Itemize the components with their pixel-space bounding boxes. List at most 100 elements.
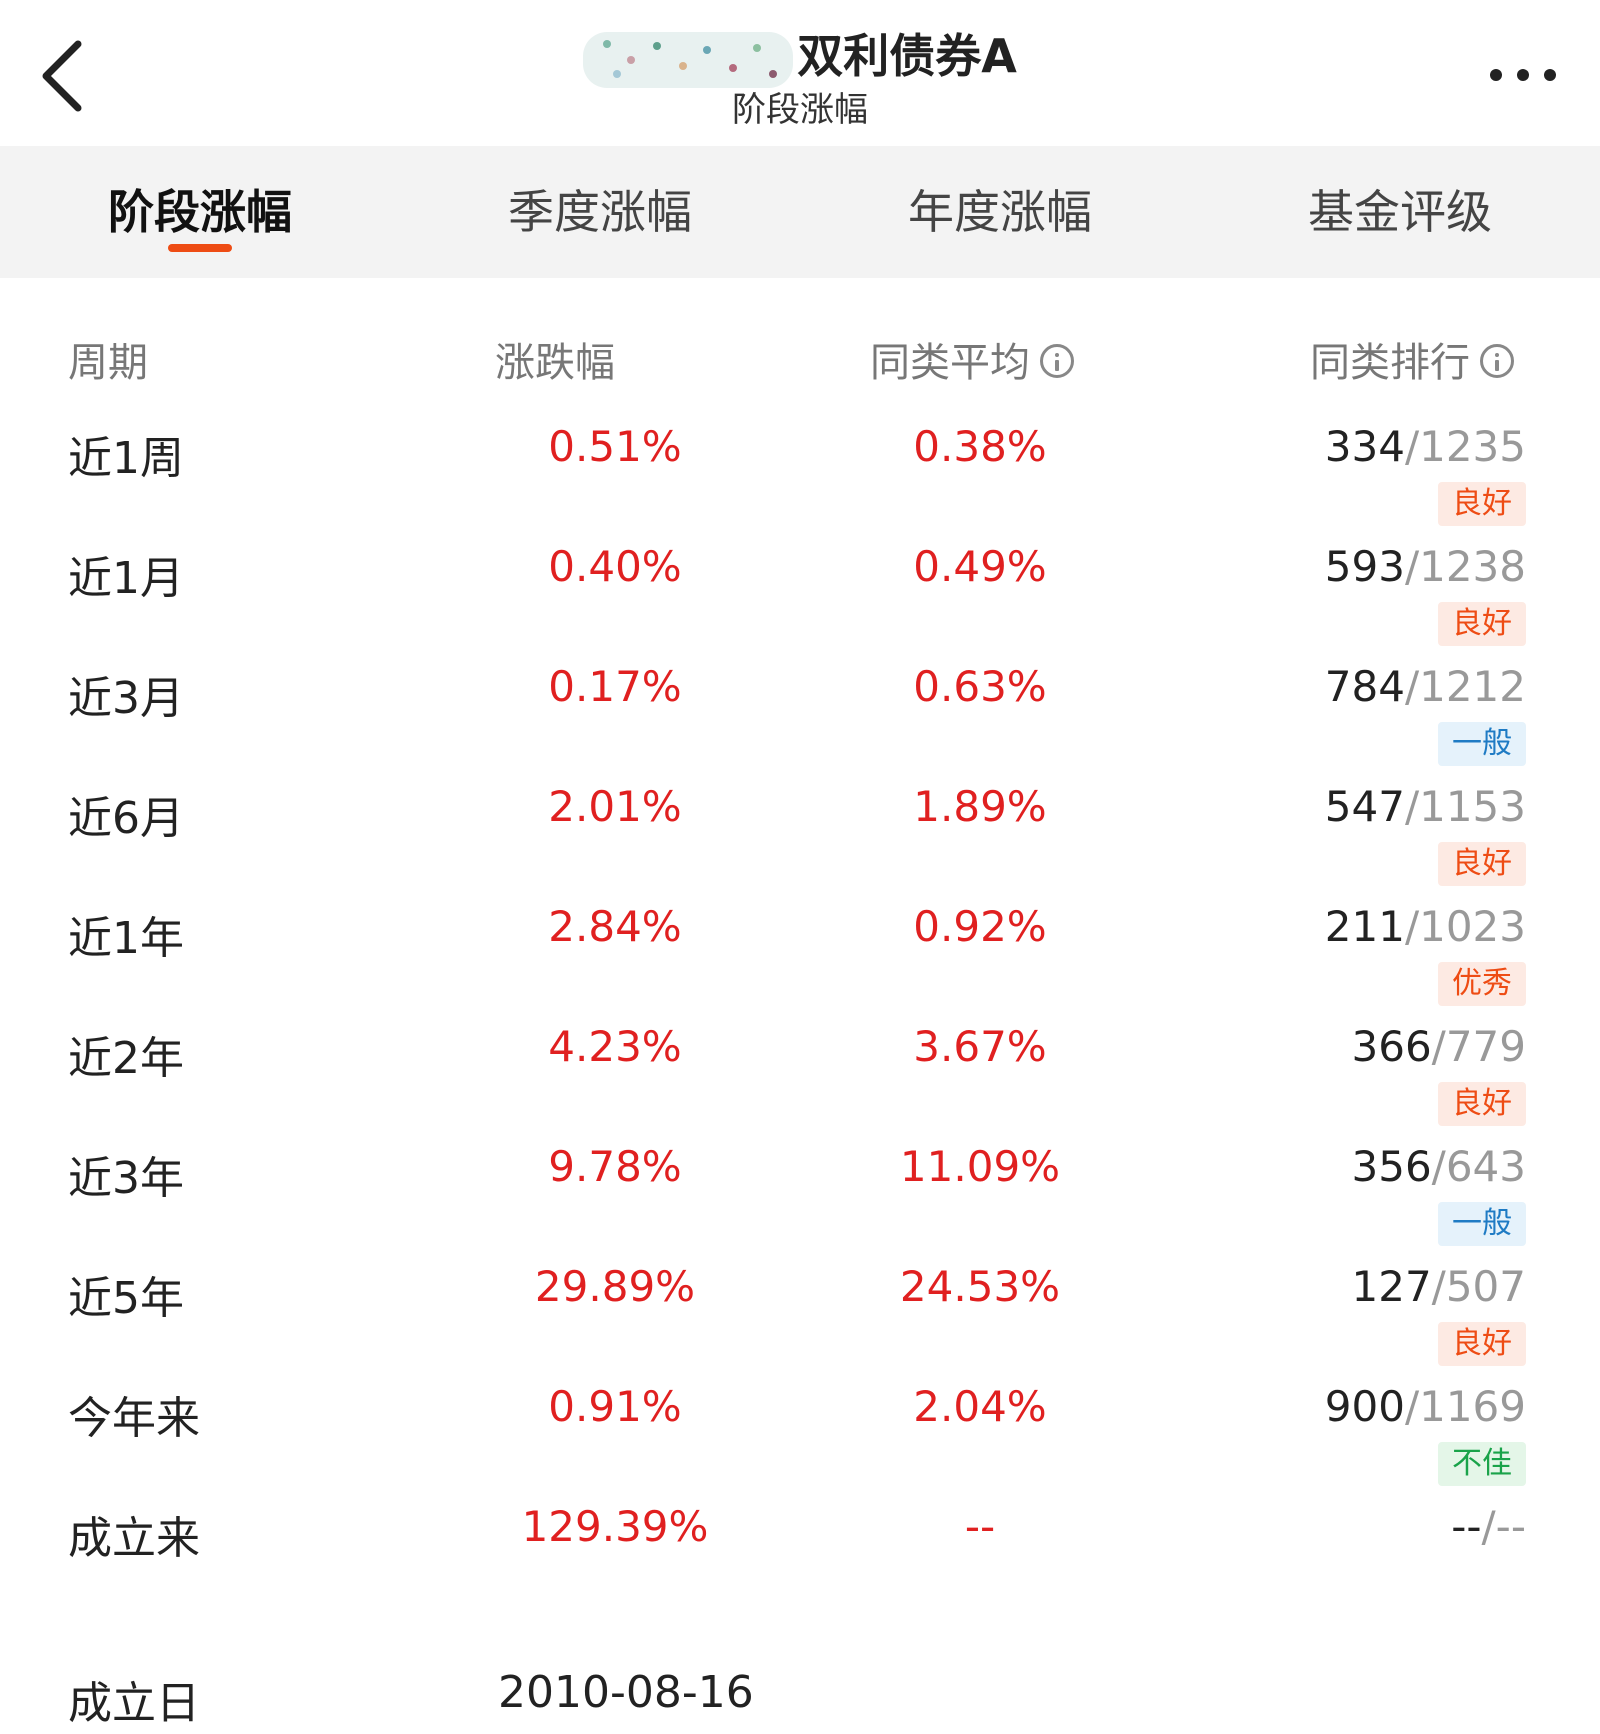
rating-badge: 良好 xyxy=(1438,842,1526,886)
rank-value: 366 xyxy=(1351,1022,1432,1071)
row-period: 今年来 xyxy=(68,1393,200,1444)
row-period: 近5年 xyxy=(68,1273,184,1324)
table-row: 近2年 4.23% 3.67% 366/779 良好 xyxy=(0,1010,1600,1130)
row-change: 0.91% xyxy=(548,1382,682,1431)
rank-value: 211 xyxy=(1324,902,1405,951)
rank-value: 127 xyxy=(1351,1262,1432,1311)
table-row: 近1年 2.84% 0.92% 211/1023 优秀 xyxy=(0,890,1600,1010)
row-rank: 356/643 xyxy=(1352,1142,1527,1191)
row-avg: 2.04% xyxy=(913,1382,1047,1431)
row-rank: 593/1238 xyxy=(1325,542,1526,591)
info-icon[interactable] xyxy=(1040,344,1074,378)
tab-label: 基金评级 xyxy=(1308,185,1492,239)
active-tab-indicator xyxy=(168,244,232,252)
rating-badge: 良好 xyxy=(1438,482,1526,526)
row-rank: 784/1212 xyxy=(1325,662,1526,711)
tab-label: 季度涨幅 xyxy=(508,185,692,239)
rank-total: /779 xyxy=(1431,1022,1526,1071)
row-rank: --/-- xyxy=(1451,1502,1526,1551)
row-rank: 366/779 xyxy=(1352,1022,1527,1071)
table-body: 近1周 0.51% 0.38% 334/1235 良好 近1月 0.40% 0.49% 593/… xyxy=(0,410,1600,1590)
app-header: 双利债券A 阶段涨幅 xyxy=(0,0,1600,146)
rank-value: 900 xyxy=(1324,1382,1405,1431)
fund-title-text: 双利债券A xyxy=(797,29,1017,83)
header-rank[interactable]: 同类排行 xyxy=(1310,330,1514,388)
row-avg: 1.89% xyxy=(913,782,1047,831)
row-avg: 3.67% xyxy=(913,1022,1047,1071)
header-change: 涨跌幅 xyxy=(495,340,615,386)
row-change: 29.89% xyxy=(534,1262,696,1311)
row-period: 近6月 xyxy=(68,793,184,844)
row-change: 2.84% xyxy=(548,902,682,951)
tab-annual-change[interactable]: 年度涨幅 xyxy=(800,146,1200,278)
founded-row: 成立日 2010-08-16 xyxy=(0,1655,1600,1729)
row-change: 0.17% xyxy=(548,662,682,711)
rating-badge: 不佳 xyxy=(1438,1442,1526,1486)
row-change: 129.39% xyxy=(521,1502,709,1551)
row-change: 0.40% xyxy=(548,542,682,591)
rank-value: 593 xyxy=(1324,542,1405,591)
performance-table: 周期 涨跌幅 同类平均 同类排行 近1周 0.51% 0.38% 334/1235 良好… xyxy=(0,300,1600,1590)
rank-total: /1212 xyxy=(1404,662,1526,711)
rank-total: /1169 xyxy=(1404,1382,1526,1431)
row-period: 近1月 xyxy=(68,553,184,604)
rank-value: 334 xyxy=(1324,422,1405,471)
founded-label: 成立日 xyxy=(68,1678,200,1729)
fund-title: 双利债券A xyxy=(583,24,1017,88)
tab-label: 阶段涨幅 xyxy=(108,185,292,239)
more-dots-icon[interactable] xyxy=(1488,60,1558,90)
tab-label: 年度涨幅 xyxy=(908,185,1092,239)
back-chevron-icon[interactable] xyxy=(34,36,94,116)
rank-value: -- xyxy=(1451,1502,1482,1551)
title-area: 双利债券A 阶段涨幅 xyxy=(0,24,1600,132)
table-row: 近6月 2.01% 1.89% 547/1153 良好 xyxy=(0,770,1600,890)
rank-total: /1153 xyxy=(1404,782,1526,831)
row-change: 9.78% xyxy=(548,1142,682,1191)
row-period: 近3月 xyxy=(68,673,184,724)
rating-badge: 优秀 xyxy=(1438,962,1526,1006)
tab-fund-rating[interactable]: 基金评级 xyxy=(1200,146,1600,278)
rank-value: 784 xyxy=(1324,662,1405,711)
row-rank: 547/1153 xyxy=(1325,782,1526,831)
rating-badge: 一般 xyxy=(1438,1202,1526,1246)
row-avg: 0.92% xyxy=(913,902,1047,951)
row-period: 近2年 xyxy=(68,1033,184,1084)
row-rank: 211/1023 xyxy=(1325,902,1526,951)
rank-total: /507 xyxy=(1431,1262,1526,1311)
rank-value: 356 xyxy=(1351,1142,1432,1191)
row-avg: 0.38% xyxy=(913,422,1047,471)
row-change: 0.51% xyxy=(548,422,682,471)
row-avg: 11.09% xyxy=(899,1142,1061,1191)
tab-quarterly-change[interactable]: 季度涨幅 xyxy=(400,146,800,278)
table-row: 近5年 29.89% 24.53% 127/507 良好 xyxy=(0,1250,1600,1370)
rating-badge: 良好 xyxy=(1438,602,1526,646)
info-icon[interactable] xyxy=(1480,344,1514,378)
header-avg[interactable]: 同类平均 xyxy=(870,330,1074,388)
row-rank: 900/1169 xyxy=(1325,1382,1526,1431)
table-row: 近3月 0.17% 0.63% 784/1212 一般 xyxy=(0,650,1600,770)
row-avg: 24.53% xyxy=(899,1262,1061,1311)
table-header: 周期 涨跌幅 同类平均 同类排行 xyxy=(0,300,1600,410)
rating-badge: 良好 xyxy=(1438,1322,1526,1366)
table-row: 近3年 9.78% 11.09% 356/643 一般 xyxy=(0,1130,1600,1250)
row-period: 近3年 xyxy=(68,1153,184,1204)
row-period: 近1年 xyxy=(68,913,184,964)
table-row: 近1月 0.40% 0.49% 593/1238 良好 xyxy=(0,530,1600,650)
header-rank-label: 同类排行 xyxy=(1310,340,1470,386)
rating-badge: 一般 xyxy=(1438,722,1526,766)
row-avg: 0.63% xyxy=(913,662,1047,711)
tab-stage-change[interactable]: 阶段涨幅 xyxy=(0,146,400,278)
row-period: 近1周 xyxy=(68,433,184,484)
row-rank: 127/507 xyxy=(1352,1262,1527,1311)
tab-bar: 阶段涨幅 季度涨幅 年度涨幅 基金评级 xyxy=(0,146,1600,278)
table-row: 今年来 0.91% 2.04% 900/1169 不佳 xyxy=(0,1370,1600,1490)
founded-date: 2010-08-16 xyxy=(498,1667,754,1718)
rank-total: /643 xyxy=(1431,1142,1526,1191)
row-period: 成立来 xyxy=(68,1513,200,1564)
row-change: 2.01% xyxy=(548,782,682,831)
row-avg: -- xyxy=(964,1502,996,1551)
rank-total: /1023 xyxy=(1404,902,1526,951)
header-period: 周期 xyxy=(68,340,148,386)
rank-total: /-- xyxy=(1481,1502,1526,1551)
page-subtitle: 阶段涨幅 xyxy=(732,90,868,130)
